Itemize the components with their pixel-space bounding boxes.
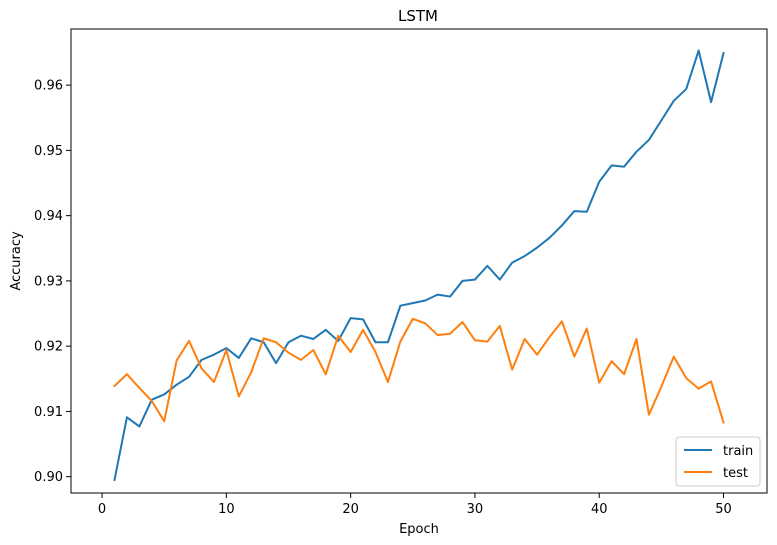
y-tick-label: 0.95 [34,144,63,159]
x-tick-label: 30 [467,502,484,517]
chart-title: LSTM [398,7,438,25]
y-tick-label: 0.90 [34,470,63,485]
y-tick-label: 0.94 [34,209,63,224]
y-axis-label: Accuracy [9,231,24,291]
x-tick-label: 10 [218,502,235,517]
y-tick-label: 0.96 [34,79,63,94]
x-axis-label: Epoch [399,522,439,537]
y-tick-label: 0.93 [34,274,63,289]
x-tick-label: 0 [98,502,106,517]
x-tick-label: 40 [591,502,608,517]
legend: train test [675,436,761,487]
series-line-train [113,49,725,482]
y-axis: 0.90 0.91 0.92 0.93 0.94 0.95 0.96 [34,79,71,485]
plot-lines [113,49,725,482]
plot-frame [70,28,768,494]
y-tick-label: 0.91 [34,405,63,420]
x-tick-label: 20 [342,502,359,517]
x-tick-label: 50 [715,502,732,517]
y-tick-label: 0.92 [34,340,63,355]
series-line-test [113,317,725,424]
legend-label-test: test [723,466,748,481]
legend-label-train: train [723,444,753,459]
x-axis: 0 10 20 30 40 50 [98,493,732,517]
